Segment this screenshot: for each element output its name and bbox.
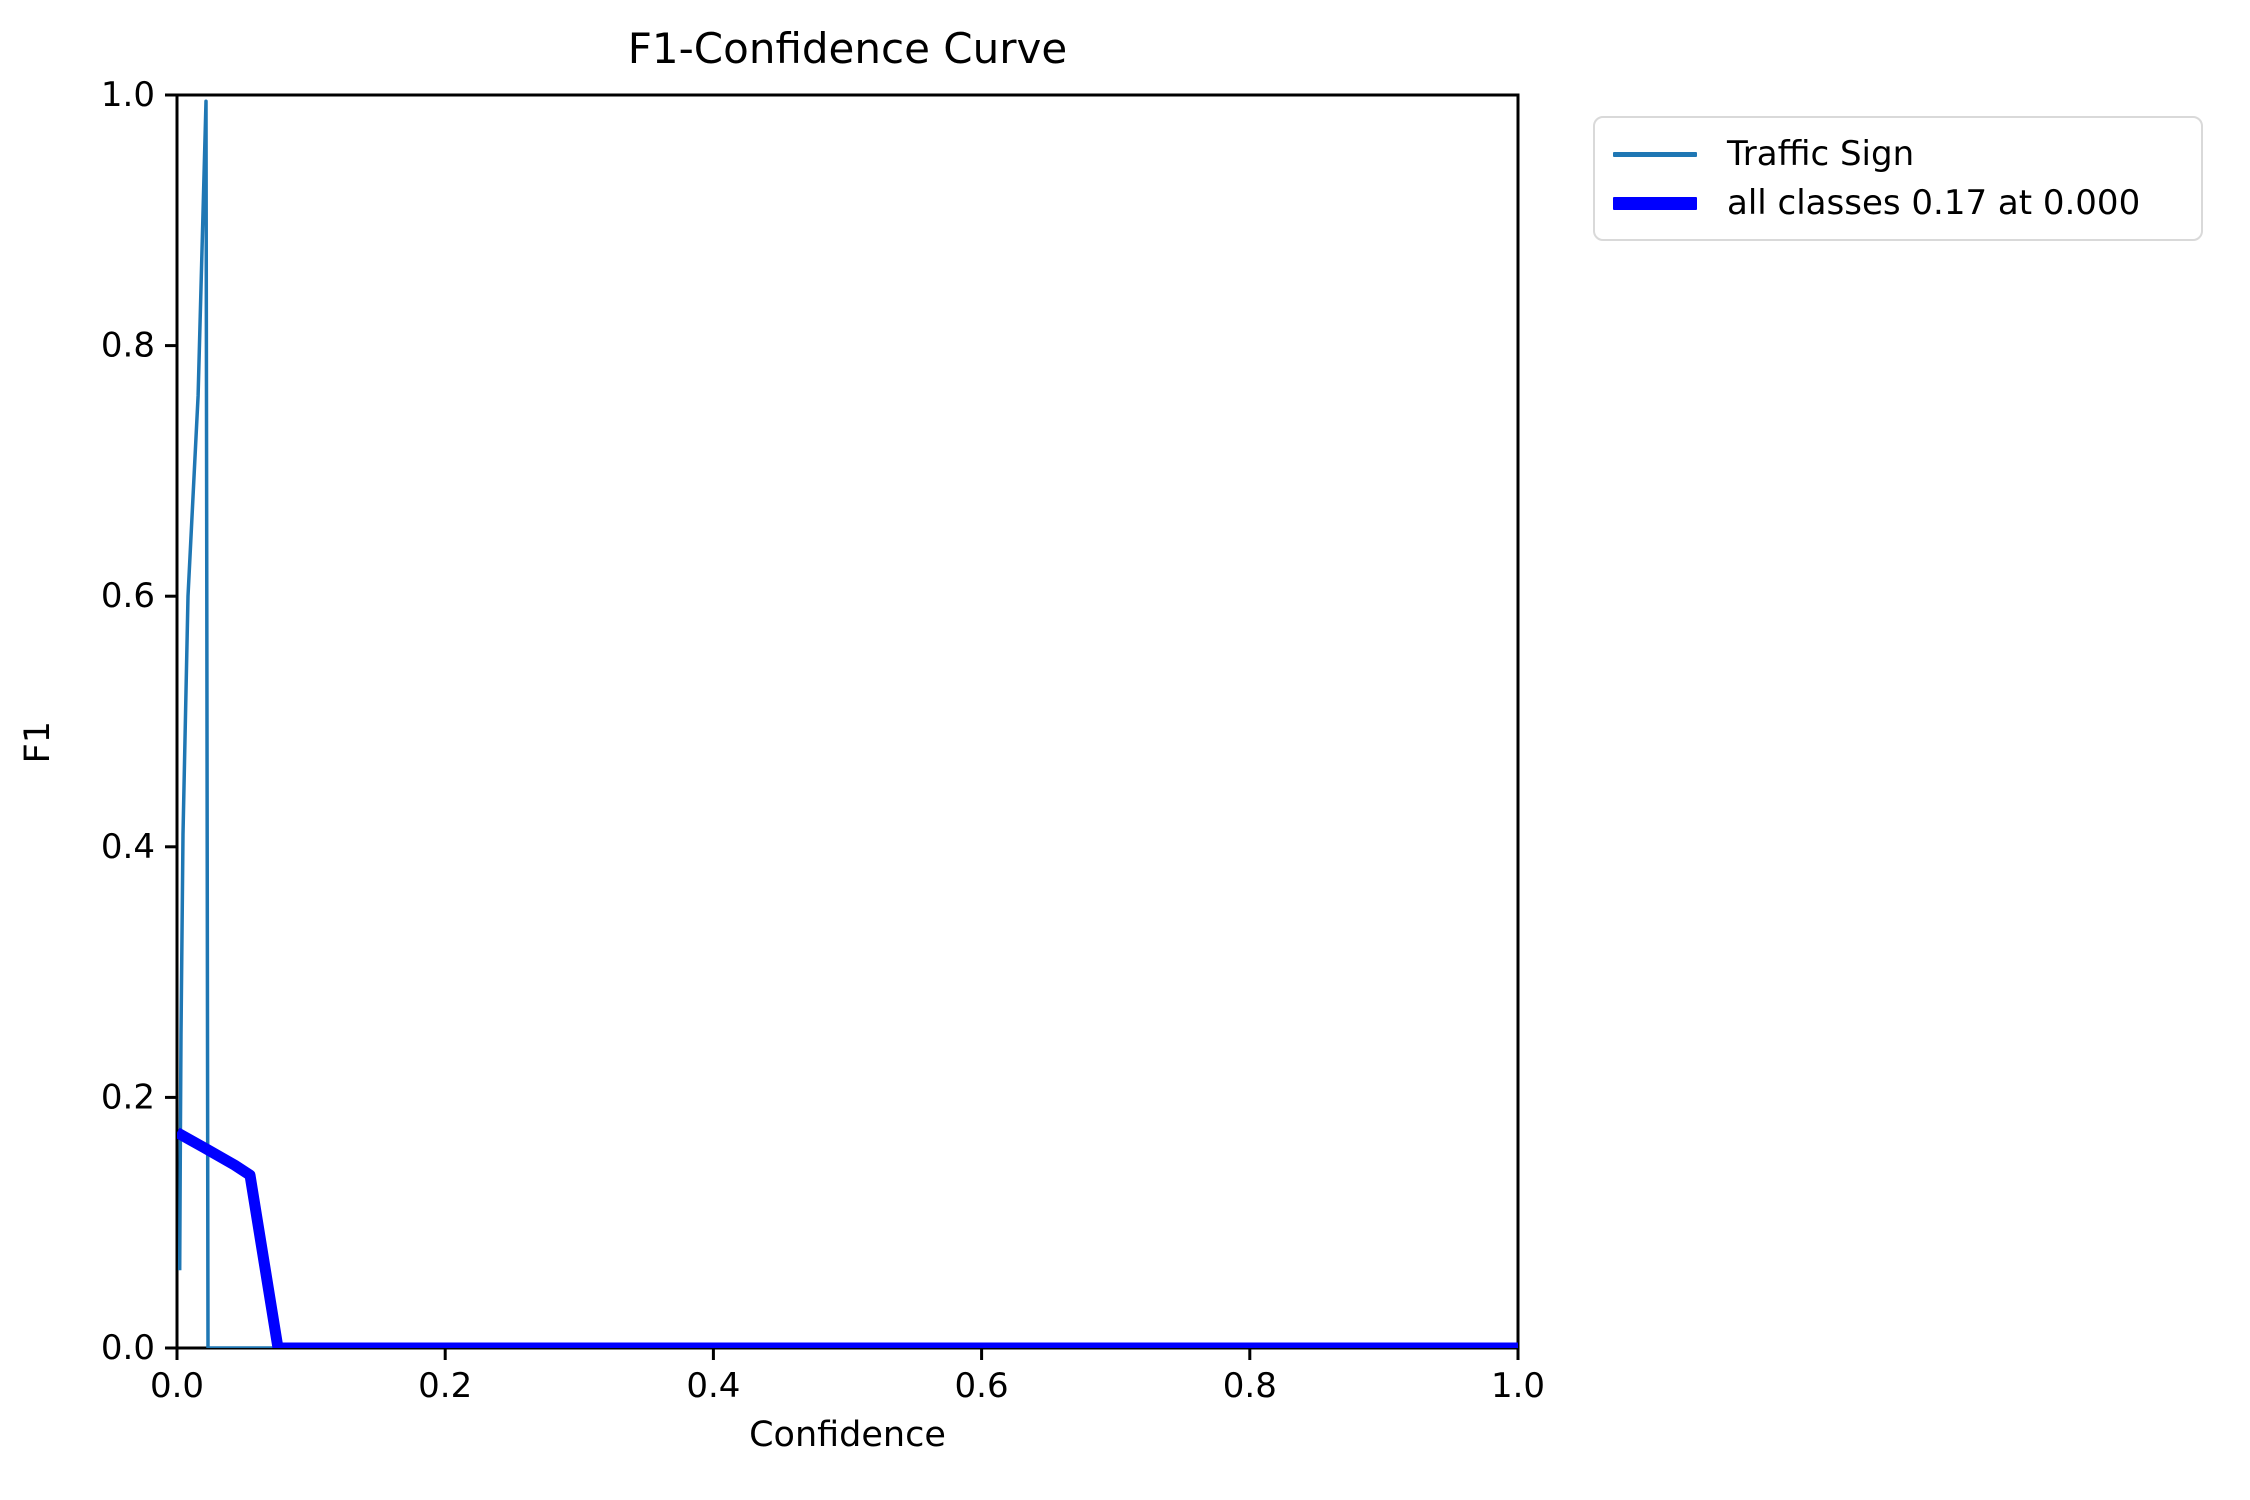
x-tick-label: 0.6 [955, 1366, 1009, 1406]
y-tick-label: 0.8 [101, 326, 155, 366]
legend: Traffic Sign all classes 0.17 at 0.000 [1593, 116, 2203, 241]
y-axis-label-text: F1 [18, 721, 58, 764]
x-tick-label: 0.4 [686, 1366, 740, 1406]
x-tick-label: 0.2 [418, 1366, 472, 1406]
x-tick-label: 0.8 [1223, 1366, 1277, 1406]
y-tick-label: 0.4 [101, 827, 155, 867]
legend-line-sample [1613, 151, 1697, 157]
y-tick-label: 1.0 [101, 75, 155, 115]
y-tick-label: 0.2 [101, 1077, 155, 1117]
curve-all-classes-0-17-at-0-000 [177, 1127, 1518, 1348]
x-axis-label: Confidence [749, 1415, 946, 1455]
y-tick-label: 0.6 [101, 576, 155, 616]
legend-label: Traffic Sign [1727, 134, 1915, 174]
legend-line-sample [1613, 196, 1697, 210]
curve-traffic-sign [177, 99, 1518, 1348]
x-tick-label: 0.0 [150, 1366, 204, 1406]
legend-item: Traffic Sign [1613, 137, 2183, 171]
plot-border [175, 93, 1520, 1350]
chart-title: F1-Confidence Curve [627, 24, 1068, 73]
y-tick-label: 0.0 [101, 1328, 155, 1368]
legend-item: all classes 0.17 at 0.000 [1613, 186, 2183, 220]
legend-label: all classes 0.17 at 0.000 [1727, 183, 2141, 223]
x-tick-label: 1.0 [1491, 1366, 1545, 1406]
series-group [177, 99, 1518, 1348]
